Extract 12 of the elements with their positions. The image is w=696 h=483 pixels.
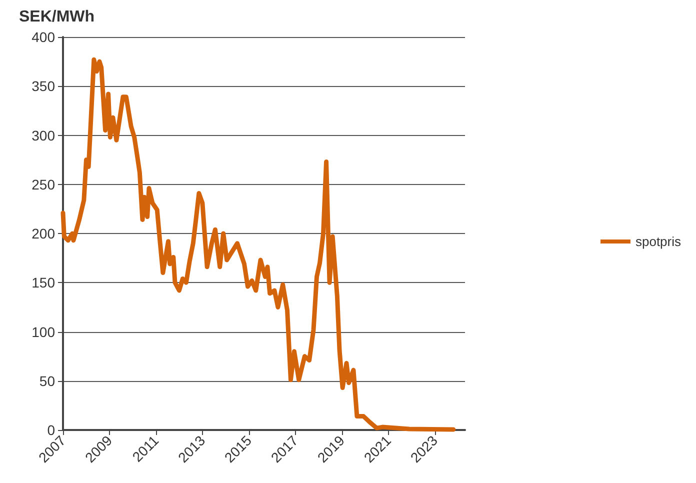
y-tick-label: 300 [32, 127, 56, 144]
y-tick-label: 100 [32, 324, 56, 340]
legend-label: spotpris [635, 234, 682, 249]
y-tick-label: 350 [32, 78, 56, 94]
y-tick-label: 250 [32, 176, 56, 192]
y-tick-label: 150 [32, 274, 56, 291]
y-tick-label: 50 [39, 372, 56, 389]
y-tick-label: 0 [47, 422, 56, 438]
y-tick-label: 200 [32, 226, 56, 242]
y-axis-title: SEK/MWh [19, 8, 95, 26]
line-series [60, 57, 456, 432]
y-tick-label: 400 [32, 29, 56, 45]
